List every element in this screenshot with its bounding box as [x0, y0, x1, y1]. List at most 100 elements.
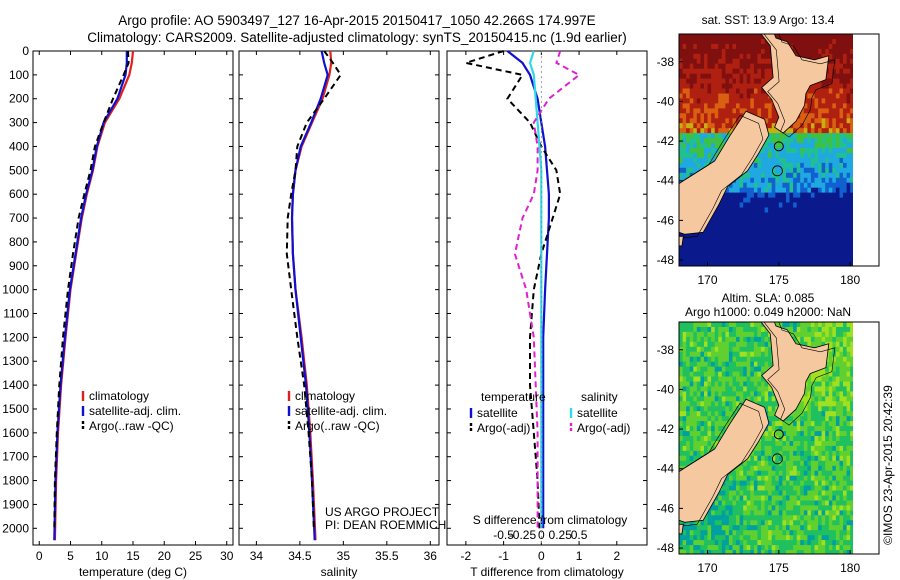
map-cell: [771, 133, 776, 139]
map-cell: [711, 157, 716, 164]
map-cell: [818, 202, 823, 209]
map-cell: [689, 108, 694, 114]
map-cell: [739, 88, 744, 95]
map-cell: [835, 262, 841, 266]
map-cell: [846, 222, 851, 228]
map-cell: [825, 356, 830, 363]
map-cell: [689, 356, 694, 363]
map-cell: [832, 465, 837, 472]
map-cell: [825, 426, 830, 432]
map-cell: [743, 39, 748, 45]
map-cell: [775, 217, 780, 223]
map-cell: [721, 197, 726, 204]
map-cell: [728, 232, 734, 238]
map-cell: [686, 336, 691, 343]
map-cell: [843, 128, 848, 134]
map-cell: [746, 217, 751, 223]
map-cell: [757, 68, 762, 75]
map-cell: [761, 262, 766, 266]
map-cell: [796, 525, 801, 531]
map-cell: [835, 470, 841, 477]
bathymetry-contour: [679, 114, 764, 239]
map-cell: [704, 103, 709, 109]
map-cell: [835, 232, 841, 238]
map-cell: [782, 421, 787, 427]
map-cell: [700, 53, 705, 60]
map-cell: [728, 391, 734, 397]
map-cell: [761, 68, 766, 75]
map-cell: [761, 381, 766, 388]
map-cell: [696, 450, 701, 457]
map-field: [679, 34, 853, 266]
map-cell: [803, 510, 808, 516]
map-cell: [810, 376, 816, 383]
map-cell: [786, 148, 791, 154]
map-cell: [732, 113, 737, 119]
map-cell: [800, 465, 805, 472]
map-cell: [743, 500, 748, 507]
map-cell: [682, 153, 687, 159]
map-cell: [807, 217, 812, 223]
map-cell: [771, 465, 776, 472]
map-cell: [739, 331, 744, 338]
map-cell: [825, 262, 830, 266]
map-cell: [764, 113, 769, 119]
map-cell: [689, 530, 694, 536]
map-cell: [707, 63, 712, 70]
map-cell: [707, 103, 712, 109]
map-cell: [832, 93, 837, 100]
map-cell: [725, 371, 730, 378]
legend-group-title: temperature: [481, 390, 546, 404]
map-cell: [778, 500, 783, 507]
map-cell: [832, 396, 837, 402]
map-cell: [810, 192, 816, 199]
map-cell: [757, 103, 762, 109]
map-cell: [693, 520, 698, 526]
map-cell: [850, 182, 853, 189]
map-cell: [721, 138, 726, 144]
map-cell: [832, 143, 837, 149]
map-cell: [679, 73, 684, 80]
map-cell: [800, 197, 805, 204]
map-cell: [721, 83, 726, 90]
map-cell: [843, 361, 848, 368]
map-cell: [796, 237, 801, 243]
map-cell: [689, 113, 694, 119]
map-cell: [750, 500, 755, 507]
map-cell: [843, 222, 848, 228]
map-cell: [832, 356, 837, 363]
map-cell: [689, 366, 694, 373]
map-cell: [711, 98, 716, 104]
map-cell: [689, 257, 694, 263]
map-cell: [789, 460, 794, 467]
map-cell: [821, 381, 826, 388]
map-cell: [704, 247, 709, 253]
map-cell: [850, 441, 853, 447]
map-cell: [718, 322, 723, 328]
map-cell: [693, 351, 698, 358]
map-cell: [689, 103, 694, 109]
y-tick-label: 800: [9, 235, 29, 249]
map-cell: [718, 376, 723, 383]
map-cell: [825, 257, 830, 263]
map-cell: [732, 391, 737, 397]
map-cell: [850, 83, 853, 90]
map-cell: [732, 93, 737, 100]
map-cell: [818, 336, 823, 343]
map-cell: [714, 138, 719, 144]
map-cell: [689, 401, 694, 407]
map-cell: [807, 327, 812, 333]
map-cell: [761, 550, 766, 554]
map-cell: [693, 431, 698, 437]
map-cell: [768, 153, 773, 159]
map-cell: [832, 237, 837, 243]
map-cell: [728, 401, 734, 407]
map-cell: [835, 98, 841, 104]
map-cell: [743, 550, 748, 554]
map-cell: [832, 366, 837, 373]
map-cell: [721, 217, 726, 223]
map-cell: [743, 396, 748, 402]
map-cell: [743, 207, 748, 214]
map-cell: [725, 232, 730, 238]
map-cell: [736, 103, 741, 109]
